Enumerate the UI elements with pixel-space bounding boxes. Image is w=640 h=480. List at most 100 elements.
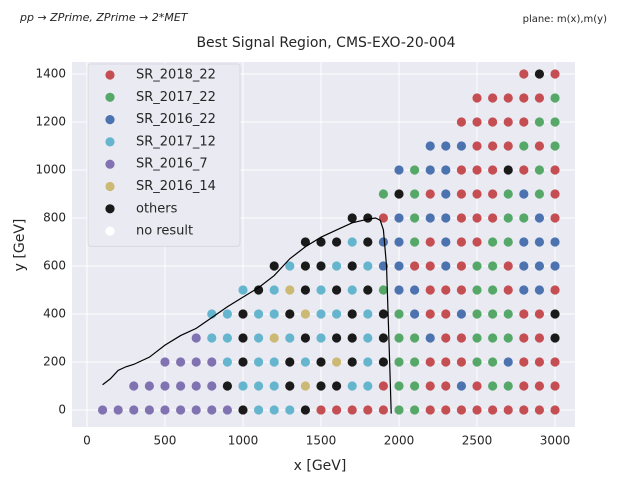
- point: [519, 261, 529, 271]
- point: [534, 261, 545, 271]
- point: [534, 333, 545, 343]
- point: [550, 141, 560, 151]
- point: [300, 405, 311, 415]
- point: [456, 117, 467, 127]
- point: [285, 261, 295, 271]
- point: [456, 189, 467, 199]
- legend-label: no result: [136, 224, 193, 239]
- point: [394, 285, 404, 295]
- point: [253, 357, 264, 367]
- point: [410, 165, 420, 175]
- point: [472, 261, 482, 271]
- point: [550, 333, 560, 343]
- point: [316, 381, 326, 391]
- point: [300, 333, 311, 343]
- point: [269, 405, 279, 415]
- point: [222, 333, 232, 343]
- point: [363, 309, 373, 319]
- point: [363, 213, 373, 223]
- legend-marker: [105, 137, 115, 147]
- point: [316, 309, 326, 319]
- point: [378, 309, 389, 319]
- point: [503, 357, 513, 367]
- point: [519, 309, 529, 319]
- point: [316, 405, 326, 415]
- point: [425, 357, 435, 367]
- point: [347, 237, 357, 247]
- point: [519, 357, 529, 367]
- point: [550, 213, 560, 223]
- y-tick-label: 600: [43, 258, 66, 272]
- point: [207, 405, 217, 415]
- point: [144, 381, 154, 391]
- point: [129, 405, 139, 415]
- point: [519, 189, 529, 199]
- point: [519, 405, 529, 415]
- point: [394, 237, 404, 247]
- point: [378, 261, 389, 271]
- point: [300, 237, 311, 247]
- point: [347, 357, 357, 367]
- point: [269, 261, 279, 271]
- point: [519, 69, 529, 79]
- point: [410, 237, 420, 247]
- point: [534, 381, 545, 391]
- point: [550, 189, 560, 199]
- point: [332, 261, 342, 271]
- point: [347, 261, 357, 271]
- point: [410, 381, 420, 391]
- point: [300, 357, 311, 367]
- point: [488, 285, 498, 295]
- point: [472, 309, 482, 319]
- point: [160, 405, 170, 415]
- point: [97, 405, 108, 415]
- point: [425, 333, 435, 343]
- point: [456, 141, 467, 151]
- y-axis-label: y [GeV]: [12, 219, 28, 272]
- point: [410, 357, 420, 367]
- point: [347, 405, 357, 415]
- legend-marker: [105, 204, 115, 214]
- point: [550, 405, 560, 415]
- point: [425, 237, 435, 247]
- legend-label: SR_2016_14: [136, 179, 216, 194]
- point: [534, 405, 545, 415]
- point: [363, 285, 373, 295]
- point: [441, 141, 451, 151]
- point: [425, 165, 435, 175]
- point: [488, 405, 498, 415]
- point: [300, 261, 311, 271]
- legend-marker: [105, 159, 115, 169]
- point: [269, 285, 279, 295]
- point: [222, 381, 232, 391]
- x-tick-label: 1000: [228, 434, 259, 448]
- point: [425, 405, 435, 415]
- point: [503, 285, 513, 295]
- point: [456, 285, 467, 295]
- point: [394, 213, 404, 223]
- point: [410, 189, 420, 199]
- point: [285, 357, 295, 367]
- point: [269, 381, 279, 391]
- x-tick-label: 500: [154, 434, 177, 448]
- point: [550, 309, 560, 319]
- y-tick-label: 200: [43, 354, 66, 368]
- point: [425, 285, 435, 295]
- point: [441, 213, 451, 223]
- point: [441, 189, 451, 199]
- point: [300, 285, 311, 295]
- point: [488, 309, 498, 319]
- point: [519, 117, 529, 127]
- point: [378, 189, 389, 199]
- point: [238, 405, 248, 415]
- point: [425, 189, 435, 199]
- legend-label: SR_2016_22: [136, 112, 216, 127]
- legend-marker: [105, 70, 115, 80]
- point: [175, 405, 186, 415]
- point: [488, 141, 498, 151]
- point: [425, 141, 435, 151]
- point: [534, 357, 545, 367]
- point: [550, 69, 560, 79]
- point: [363, 261, 373, 271]
